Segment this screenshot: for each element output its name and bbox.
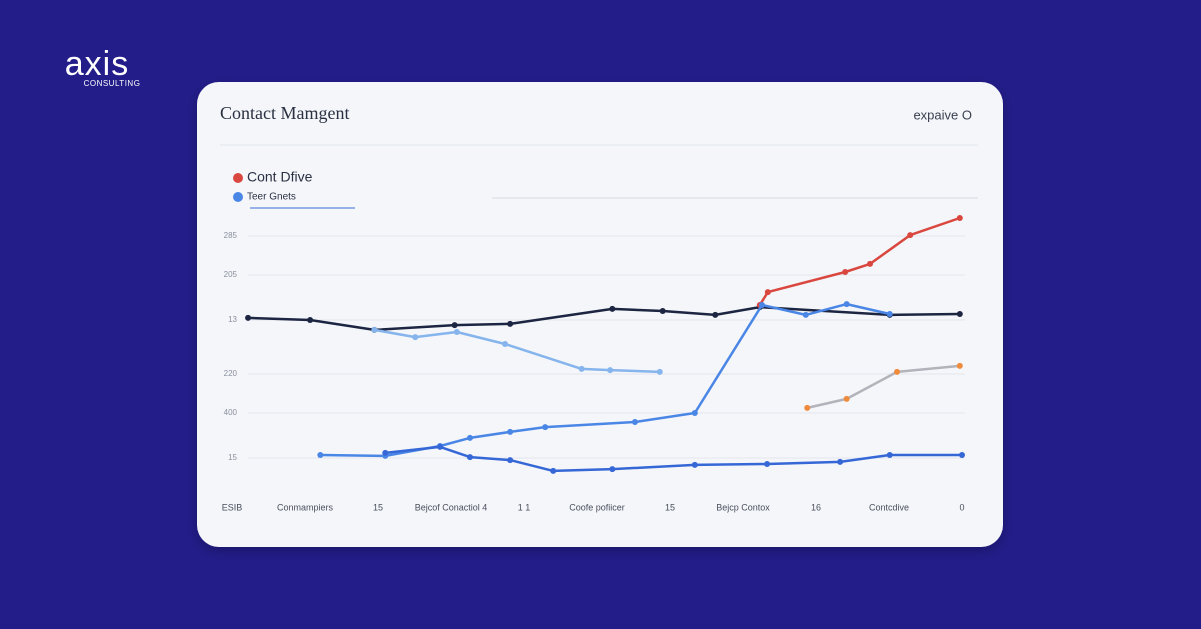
x-tick-label: 16 bbox=[811, 502, 821, 512]
point bbox=[764, 461, 771, 467]
plot: 285 205 13 220 400 15 ESIB Conmampiers 15 Bejcof … bbox=[222, 169, 965, 512]
x-tick-label: Bejcof Conactiol 4 bbox=[415, 502, 488, 512]
point bbox=[959, 452, 965, 458]
point bbox=[542, 424, 549, 431]
legend-swatch bbox=[233, 192, 243, 202]
legend-label: Cont Dfive bbox=[247, 169, 313, 185]
x-tick-label: Bejcp Contox bbox=[716, 502, 770, 512]
point bbox=[437, 443, 444, 450]
point bbox=[382, 449, 389, 456]
point bbox=[843, 395, 850, 402]
chart-title: Contact Mamgent bbox=[220, 103, 349, 123]
point bbox=[691, 461, 698, 468]
point bbox=[371, 326, 378, 333]
x-tick-label: 0 bbox=[959, 502, 964, 512]
y-tick-label: 205 bbox=[224, 270, 238, 279]
point bbox=[907, 232, 914, 239]
point bbox=[550, 467, 557, 474]
point bbox=[656, 368, 663, 375]
legend-swatch bbox=[233, 173, 243, 183]
y-tick-label: 400 bbox=[224, 408, 238, 417]
point bbox=[466, 454, 473, 461]
point bbox=[609, 305, 616, 312]
point bbox=[245, 314, 252, 321]
x-tick-label: 1 1 bbox=[518, 502, 531, 512]
logo-sub: CONSULTING bbox=[84, 79, 141, 88]
point bbox=[804, 404, 811, 411]
point bbox=[712, 311, 719, 318]
y-tick-label: 285 bbox=[224, 231, 238, 240]
point bbox=[507, 428, 514, 435]
point bbox=[691, 410, 698, 416]
point bbox=[507, 457, 514, 464]
x-tick-label: 15 bbox=[665, 502, 675, 512]
point bbox=[451, 322, 458, 329]
y-tick-label: 15 bbox=[228, 453, 237, 462]
point bbox=[842, 269, 849, 275]
point bbox=[507, 320, 514, 327]
point bbox=[453, 329, 460, 335]
point bbox=[631, 419, 638, 425]
point bbox=[758, 302, 765, 308]
point bbox=[609, 466, 616, 473]
point bbox=[843, 301, 850, 308]
point bbox=[894, 368, 901, 375]
point bbox=[956, 362, 963, 369]
series-line bbox=[805, 364, 962, 410]
logo: axis bbox=[65, 45, 129, 83]
x-tick-label: ESIB bbox=[222, 502, 243, 512]
y-tick-label: 13 bbox=[228, 315, 237, 324]
x-tick-label: Coofe pofiicer bbox=[569, 502, 625, 512]
point bbox=[578, 365, 585, 372]
point bbox=[764, 289, 771, 296]
x-tick-label: Contcdive bbox=[869, 502, 909, 512]
point bbox=[802, 311, 809, 318]
point bbox=[307, 317, 314, 323]
point bbox=[867, 260, 874, 267]
x-tick-label: Conmampiers bbox=[277, 502, 334, 512]
point bbox=[466, 434, 473, 441]
point bbox=[607, 367, 614, 374]
point bbox=[886, 311, 893, 317]
point bbox=[956, 311, 963, 317]
point bbox=[317, 452, 324, 458]
point bbox=[837, 458, 844, 465]
y-tick-label: 220 bbox=[224, 369, 238, 378]
card-action[interactable]: expaive O bbox=[913, 107, 972, 122]
point bbox=[886, 452, 893, 458]
point bbox=[659, 308, 666, 314]
point bbox=[502, 341, 509, 347]
x-tick-label: 15 bbox=[373, 502, 383, 512]
point bbox=[956, 215, 963, 221]
point bbox=[412, 334, 419, 341]
legend-label: Teer Gnets bbox=[247, 192, 296, 203]
